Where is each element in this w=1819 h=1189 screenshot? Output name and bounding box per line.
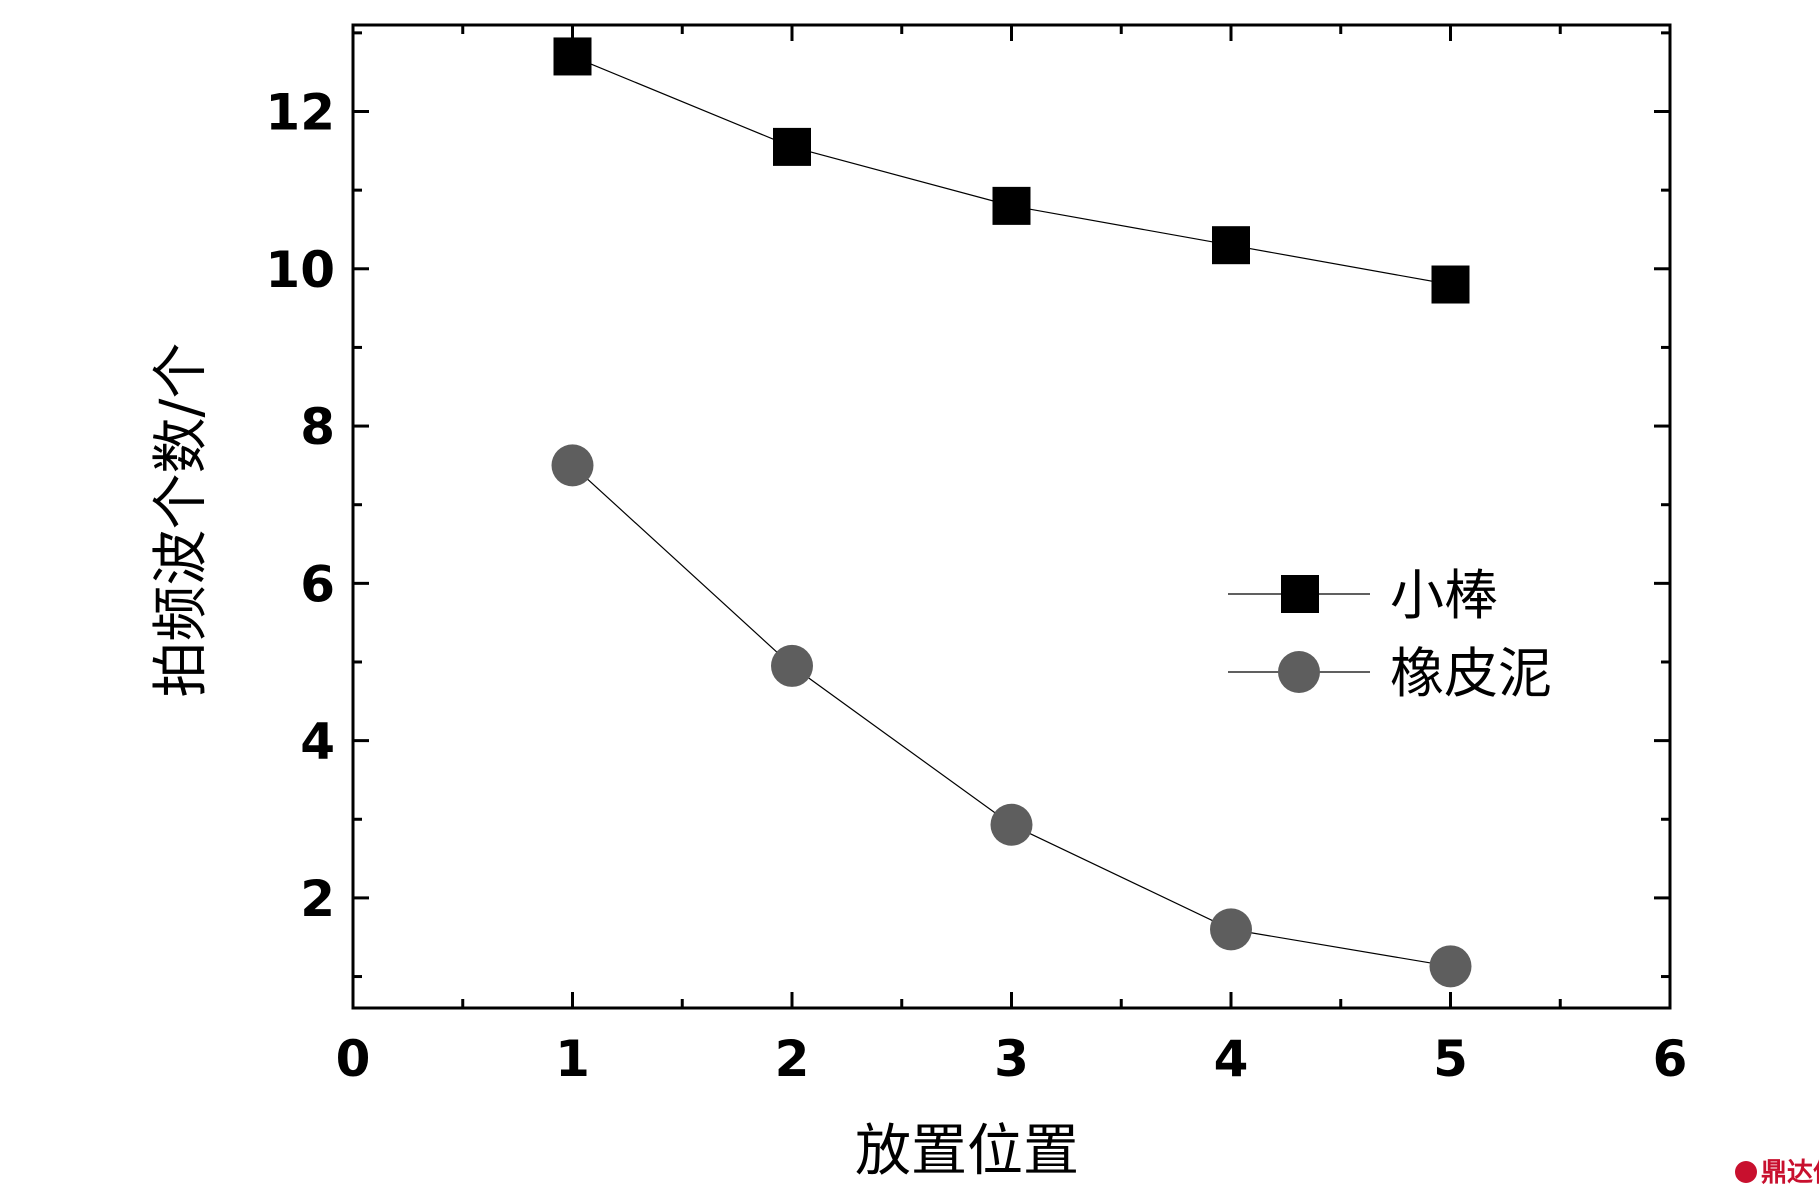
series-line-2	[572, 464, 1451, 967]
legend: 小棒 橡皮泥	[1228, 564, 1552, 705]
data-point-circle	[771, 644, 813, 687]
x-tick-label: 5	[1433, 1030, 1468, 1088]
y-axis-title: 拍频波个数/个	[149, 343, 214, 698]
series-line-1	[572, 55, 1451, 286]
x-tick-label: 4	[1214, 1030, 1249, 1088]
data-point-square	[1212, 226, 1250, 265]
x-tick-label: 3	[994, 1030, 1029, 1088]
legend-label-series-2: 橡皮泥	[1390, 642, 1552, 705]
y-tick-label: 12	[265, 84, 335, 142]
y-tick-label: 2	[300, 870, 335, 928]
x-tick-label: 6	[1653, 1030, 1688, 1088]
legend-marker-circle	[1278, 651, 1320, 693]
y-axis-ticks: 2 4 6 8 10 12	[265, 31, 1670, 979]
watermark-text: 鼎达信	[1761, 1158, 1819, 1188]
plot-frame	[351, 23, 1672, 1010]
data-point-square	[553, 37, 592, 76]
data-point-square	[992, 186, 1031, 225]
x-tick-label: 1	[555, 1030, 590, 1088]
watermark-logo: 鼎达信	[1735, 1158, 1819, 1188]
data-point-circle	[990, 803, 1033, 846]
y-tick-label: 10	[265, 241, 335, 299]
x-tick-label: 0	[336, 1030, 371, 1088]
y-tick-label: 4	[300, 713, 335, 771]
watermark-icon	[1735, 1161, 1757, 1183]
x-axis-title: 放置位置	[855, 1119, 1079, 1184]
legend-marker-square	[1281, 575, 1319, 613]
x-tick-label: 2	[775, 1030, 810, 1088]
y-tick-label: 8	[300, 398, 335, 456]
data-point-square	[773, 127, 811, 166]
data-point-square	[1431, 265, 1470, 304]
y-tick-label: 6	[300, 555, 335, 613]
data-point-circle	[551, 444, 594, 487]
x-axis-ticks: 0 1 2 3 4 5 6	[336, 25, 1688, 1088]
data-point-circle	[1210, 908, 1252, 951]
series-layer	[551, 37, 1472, 988]
data-point-circle	[1429, 945, 1472, 988]
legend-label-series-1: 小棒	[1390, 564, 1498, 627]
